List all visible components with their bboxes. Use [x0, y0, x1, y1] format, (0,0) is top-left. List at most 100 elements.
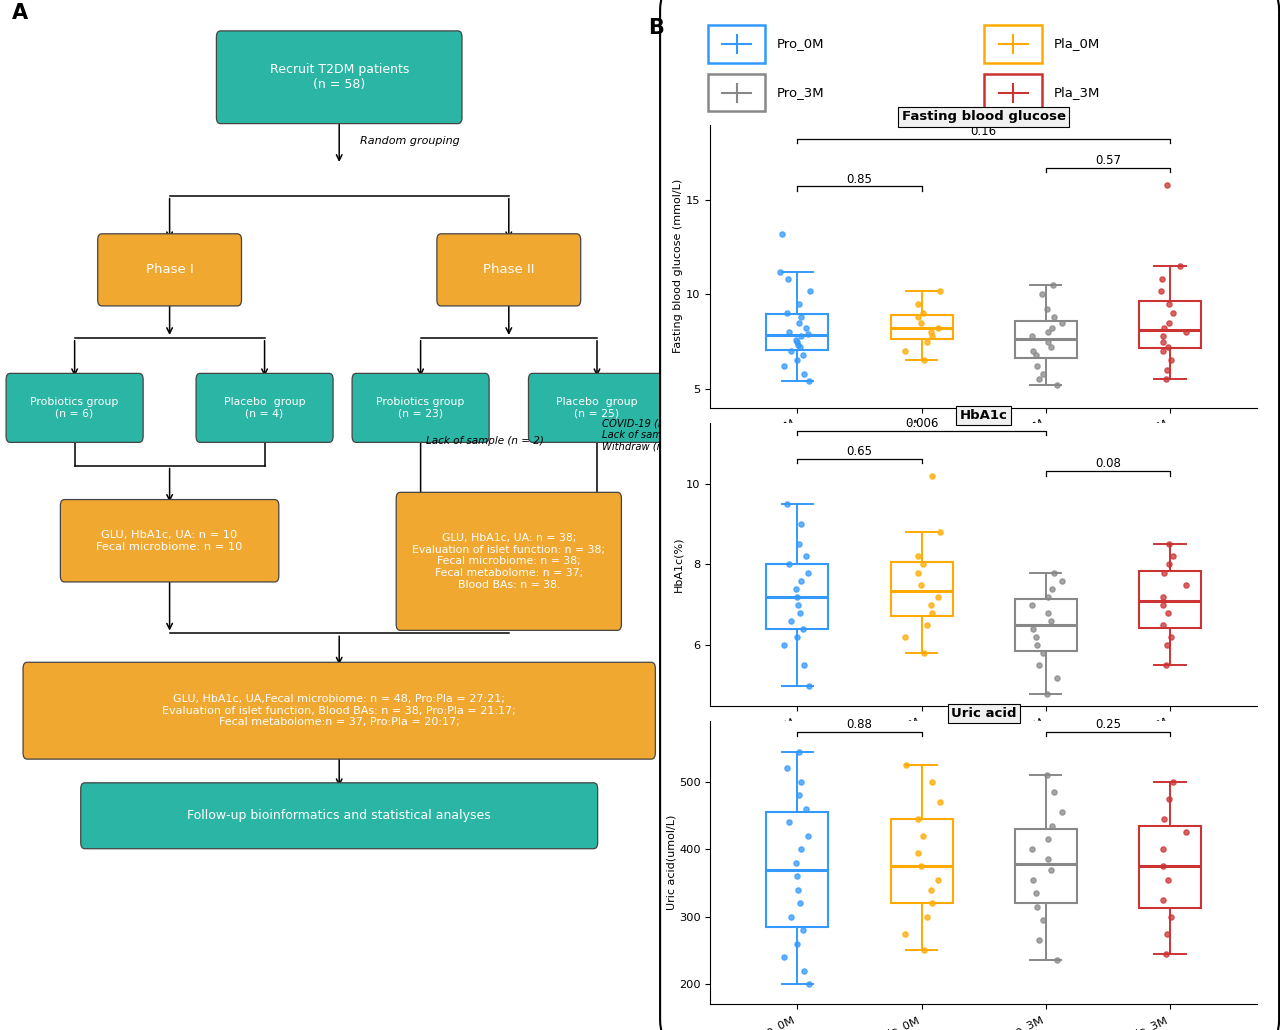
- Point: [792, 621, 813, 638]
- Point: [1038, 588, 1059, 605]
- Point: [772, 226, 792, 242]
- Text: B: B: [648, 19, 664, 38]
- Point: [1156, 657, 1176, 674]
- Point: [1023, 621, 1043, 638]
- Point: [1157, 362, 1178, 378]
- Point: [1032, 286, 1052, 303]
- Point: [1153, 334, 1174, 350]
- Text: Pla_0M: Pla_0M: [1053, 37, 1100, 50]
- Point: [790, 605, 810, 621]
- Point: [1176, 577, 1197, 593]
- Point: [1151, 282, 1171, 299]
- Point: [773, 949, 794, 965]
- Point: [1023, 871, 1043, 888]
- Title: HbA1c: HbA1c: [960, 409, 1007, 422]
- Point: [1161, 352, 1181, 369]
- Point: [928, 588, 948, 605]
- FancyBboxPatch shape: [81, 783, 598, 849]
- Point: [1153, 842, 1174, 858]
- Point: [778, 323, 799, 340]
- Point: [913, 556, 933, 573]
- Point: [916, 908, 937, 925]
- Point: [910, 858, 931, 874]
- Point: [794, 366, 814, 382]
- Point: [1158, 339, 1179, 355]
- Point: [895, 629, 915, 646]
- Text: Pla_3M: Pla_3M: [1053, 87, 1100, 100]
- Point: [787, 588, 808, 605]
- Point: [1158, 536, 1179, 552]
- Point: [1038, 831, 1059, 848]
- Text: A: A: [13, 2, 28, 23]
- Point: [1047, 670, 1068, 686]
- Point: [916, 617, 937, 633]
- Text: Placebo  group
(n = 25): Placebo group (n = 25): [557, 398, 637, 418]
- Point: [1037, 301, 1057, 317]
- Point: [1158, 605, 1179, 621]
- Point: [1027, 885, 1047, 901]
- Point: [787, 868, 808, 885]
- Point: [908, 811, 928, 827]
- Title: Fasting blood glucose: Fasting blood glucose: [901, 110, 1066, 124]
- FancyBboxPatch shape: [97, 234, 242, 306]
- Text: Phase I: Phase I: [146, 264, 193, 276]
- Text: Pro_3M: Pro_3M: [777, 87, 824, 100]
- Point: [1153, 564, 1174, 581]
- Point: [1033, 912, 1053, 928]
- Point: [1153, 320, 1174, 337]
- Point: [797, 325, 818, 342]
- FancyBboxPatch shape: [6, 374, 143, 443]
- Point: [788, 744, 809, 760]
- Text: Lack of sample (n = 2): Lack of sample (n = 2): [426, 436, 544, 446]
- Point: [800, 282, 820, 299]
- Point: [1157, 637, 1178, 653]
- FancyBboxPatch shape: [196, 374, 333, 443]
- Point: [1041, 613, 1061, 629]
- Point: [781, 613, 801, 629]
- Point: [1153, 811, 1174, 827]
- Point: [1027, 357, 1047, 374]
- Text: GLU, HbA1c, UA: n = 38;
Evaluation of islet function: n = 38;
Fecal microbiome: : GLU, HbA1c, UA: n = 38; Evaluation of is…: [412, 534, 605, 589]
- Point: [909, 309, 929, 325]
- Point: [1044, 564, 1065, 581]
- Text: 0.006: 0.006: [905, 417, 938, 430]
- Point: [1037, 767, 1057, 784]
- Point: [788, 296, 809, 312]
- Point: [794, 657, 814, 674]
- Point: [914, 352, 934, 369]
- Point: [1029, 371, 1050, 387]
- Point: [788, 787, 809, 803]
- Point: [908, 548, 928, 564]
- Point: [799, 373, 819, 389]
- Point: [778, 271, 799, 287]
- Point: [914, 942, 934, 959]
- Point: [1153, 596, 1174, 613]
- Point: [910, 314, 931, 331]
- Point: [788, 337, 809, 353]
- Point: [1152, 271, 1172, 287]
- Point: [1042, 320, 1062, 337]
- Point: [791, 842, 812, 858]
- Point: [914, 645, 934, 661]
- Point: [1153, 588, 1174, 605]
- Point: [1044, 784, 1065, 800]
- Point: [778, 814, 799, 830]
- Text: Phase II: Phase II: [483, 264, 535, 276]
- Point: [773, 637, 794, 653]
- FancyBboxPatch shape: [529, 374, 666, 443]
- FancyBboxPatch shape: [397, 492, 621, 630]
- Point: [1047, 377, 1068, 393]
- Point: [1038, 323, 1059, 340]
- Point: [791, 328, 812, 344]
- Point: [1052, 314, 1073, 331]
- Point: [1027, 346, 1047, 363]
- Point: [1037, 686, 1057, 702]
- Text: 0.88: 0.88: [846, 718, 873, 731]
- Point: [1033, 645, 1053, 661]
- Point: [791, 309, 812, 325]
- Point: [781, 343, 801, 359]
- Point: [1158, 296, 1179, 312]
- Point: [788, 596, 809, 613]
- Point: [1038, 851, 1059, 867]
- Point: [794, 962, 814, 978]
